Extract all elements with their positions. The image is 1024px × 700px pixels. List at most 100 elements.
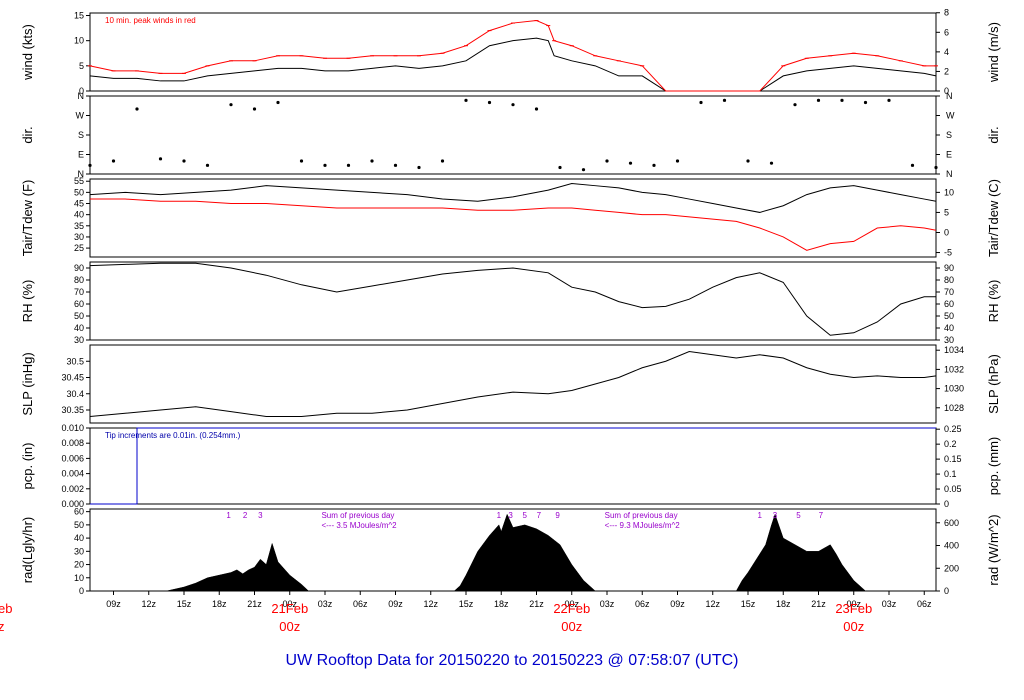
direction-point [111, 159, 116, 163]
radiation-annotation: 5 [796, 511, 801, 520]
y-tick-label-right: 60 [944, 299, 954, 309]
y-tick-label-right: 1030 [944, 384, 964, 394]
direction-point [276, 100, 280, 105]
y-tick-label-right: 50 [944, 311, 954, 321]
y-axis-label: wind (kts) [20, 24, 35, 81]
y-tick-label: 0.004 [61, 469, 84, 479]
y-tick-label: 15 [74, 11, 84, 21]
radiation-annotation: Sum of previous day [321, 511, 394, 520]
y-tick-label-right: -5 [944, 248, 952, 258]
y-tick-label: N [78, 169, 85, 179]
y-tick-label: 0.002 [61, 484, 84, 494]
y-axis-label: RH (%) [20, 280, 35, 323]
panel-temp: Tair/Tdew (F) Tair/Tdew (C)25303540455055… [20, 176, 1001, 257]
direction-point [252, 107, 257, 111]
y-tick-label-right: 600 [944, 518, 959, 528]
y-axis-label-right: rad (W/m^2) [986, 514, 1001, 585]
x-tick-label: 09z [388, 599, 403, 609]
y-axis-label-right: RH (%) [986, 280, 1001, 323]
series-Tdew [90, 198, 937, 251]
panel-frame [89, 344, 937, 424]
x-tick-label: 03z [600, 599, 615, 609]
direction-point [699, 100, 703, 105]
y-tick-label-right: 5 [944, 207, 949, 217]
panel-pcp: pcp. (in) pcp. (mm) 0.000 0.002 0.004 0.006 0.… [20, 423, 1001, 509]
series-SLP [89, 350, 937, 417]
radiation-annotation: 5 [523, 511, 528, 520]
y-axis-label: dir. [20, 126, 35, 143]
x-tick-label: 00z [564, 599, 579, 609]
direction-point [158, 157, 163, 161]
y-tick-label-right: 200 [944, 563, 959, 573]
y-tick-label-right: 8 [944, 8, 949, 18]
direction-point [581, 168, 586, 172]
y-tick-label: 25 [74, 243, 84, 253]
panel-frame [89, 95, 937, 175]
direction-point [887, 98, 891, 102]
y-tick-label-right: 2 [944, 66, 949, 76]
y-tick-label: 5 [79, 61, 84, 71]
y-tick-label: 30 [74, 232, 84, 242]
y-tick-label: 10 [74, 573, 84, 583]
y-tick-label-right: 10 [944, 187, 954, 197]
direction-point [863, 100, 868, 105]
y-tick-label: 55 [74, 176, 84, 186]
y-tick-label: 30 [74, 546, 84, 556]
direction-point [88, 163, 92, 167]
y-tick-label: 80 [74, 275, 84, 285]
chart-title: UW Rooftop Data for 20150220 to 20150223… [286, 652, 739, 669]
y-tick-label: 60 [74, 507, 84, 517]
y-tick-label-right: 400 [944, 541, 959, 551]
direction-point [393, 163, 398, 167]
direction-point [652, 163, 656, 167]
direction-point [910, 163, 915, 167]
radiation-annotation: 7 [819, 511, 824, 520]
y-axis-label: rad(Lgly/hr) [20, 517, 35, 583]
panel-slp: SLP (inHg) SLP (hPa) 30.35 30.4 30.45 30.5 102… [20, 344, 1001, 424]
y-tick-label: 10 [74, 36, 84, 46]
date-sub-label: 00z [843, 619, 864, 634]
panel-annotation: Tip increments are 0.01in. (0.254mm.) [105, 431, 241, 440]
y-tick-label: 40 [74, 210, 84, 220]
direction-point [205, 163, 210, 167]
x-tick-label: 18z [494, 599, 509, 609]
series-peak [89, 20, 936, 92]
date-sub-label: 00z [561, 619, 582, 634]
y-tick-label: 20 [74, 560, 84, 570]
y-tick-label-right: 1032 [944, 364, 964, 374]
radiation-annotation: <--- 3.5 MJoules/m^2 [321, 521, 397, 530]
direction-point [511, 103, 515, 107]
y-tick-label-right: 4 [944, 47, 949, 57]
x-tick-label: 12z [423, 599, 438, 609]
y-tick-label: 30 [74, 335, 84, 345]
radiation-annotation: 1 [497, 511, 502, 520]
direction-point [722, 98, 727, 102]
direction-point [558, 165, 562, 170]
y-tick-label-right: N [946, 91, 953, 101]
y-tick-label-right: W [946, 111, 955, 121]
y-axis-label-right: pcp. (mm) [986, 437, 1001, 496]
radiation-annotation: 3 [773, 511, 778, 520]
y-tick-label: 30.45 [61, 373, 84, 383]
y-axis-label: SLP (inHg) [20, 352, 35, 415]
panel-dir: dir. dir.N NE ES SW WN N [20, 91, 1001, 179]
y-tick-label: 40 [74, 533, 84, 543]
y-axis-label-right: dir. [986, 126, 1001, 143]
y-tick-label-right: 0 [944, 86, 949, 96]
direction-point [628, 161, 633, 165]
date-label-edge: eb [0, 601, 12, 616]
radiation-annotation: 9 [555, 511, 560, 520]
y-tick-label: W [76, 111, 85, 121]
y-tick-label-right: 1034 [944, 345, 964, 355]
direction-point [746, 159, 750, 163]
y-tick-label: 70 [74, 287, 84, 297]
y-tick-label-right: 0.2 [944, 439, 957, 449]
direction-point [675, 159, 680, 163]
x-tick-label: 00z [282, 599, 297, 609]
x-tick-label: 12z [141, 599, 156, 609]
direction-point [299, 159, 304, 163]
x-tick-label: 21z [529, 599, 544, 609]
radiation-annotation: 3 [258, 511, 263, 520]
panel-wind: wind (kts) wind (m/s) 0 5 10 15 0 2 4 6 8 10 min. p… [20, 8, 1001, 96]
direction-point [346, 163, 351, 167]
